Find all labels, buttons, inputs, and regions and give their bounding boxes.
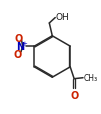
Text: N: N [16, 41, 24, 51]
Text: O: O [70, 90, 78, 100]
Text: O: O [14, 50, 22, 60]
Text: CH₃: CH₃ [84, 74, 98, 83]
Text: ⁻: ⁻ [16, 53, 20, 61]
Text: +: + [21, 41, 27, 47]
Text: OH: OH [56, 13, 69, 22]
Text: O: O [15, 34, 23, 44]
